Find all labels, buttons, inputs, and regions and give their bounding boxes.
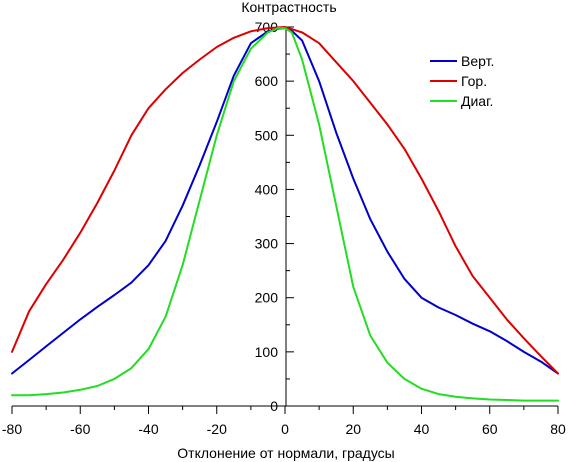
y-tick-label: 500 (255, 127, 279, 143)
x-tick-label: -80 (2, 421, 22, 437)
series-lines (11, 26, 559, 402)
y-tick-label: 0 (270, 398, 278, 414)
x-tick-label: 80 (550, 421, 566, 437)
x-tick-label: -20 (207, 421, 227, 437)
series-line-3 (11, 27, 559, 402)
x-tick-label: 40 (414, 421, 430, 437)
x-tick-label: 0 (281, 421, 289, 437)
x-tick-label: 20 (345, 421, 361, 437)
x-tick-label: -60 (70, 421, 90, 437)
legend: Верт. Гор. Диаг. (430, 53, 494, 109)
y-tick-label: 400 (255, 181, 279, 197)
y-tick-label: 200 (255, 290, 279, 306)
x-tick-label: 60 (482, 421, 498, 437)
x-axis-title: Отклонение от нормали, градусы (177, 445, 394, 461)
y-tick-label: 600 (255, 73, 279, 89)
legend-label-2: Гор. (461, 73, 487, 89)
series-line-2 (11, 26, 559, 375)
x-tick-label: -40 (138, 421, 158, 437)
legend-label-3: Диаг. (461, 93, 493, 109)
y-axis-title: Контрастность (241, 0, 336, 15)
legend-label-1: Верт. (461, 53, 494, 69)
y-tick-label: 300 (255, 236, 279, 252)
y-tick-label: 100 (255, 344, 279, 360)
axes: -80 -60 -40 -20 0 20 40 60 80 0 100 200 300 400 500 600… (2, 19, 566, 437)
